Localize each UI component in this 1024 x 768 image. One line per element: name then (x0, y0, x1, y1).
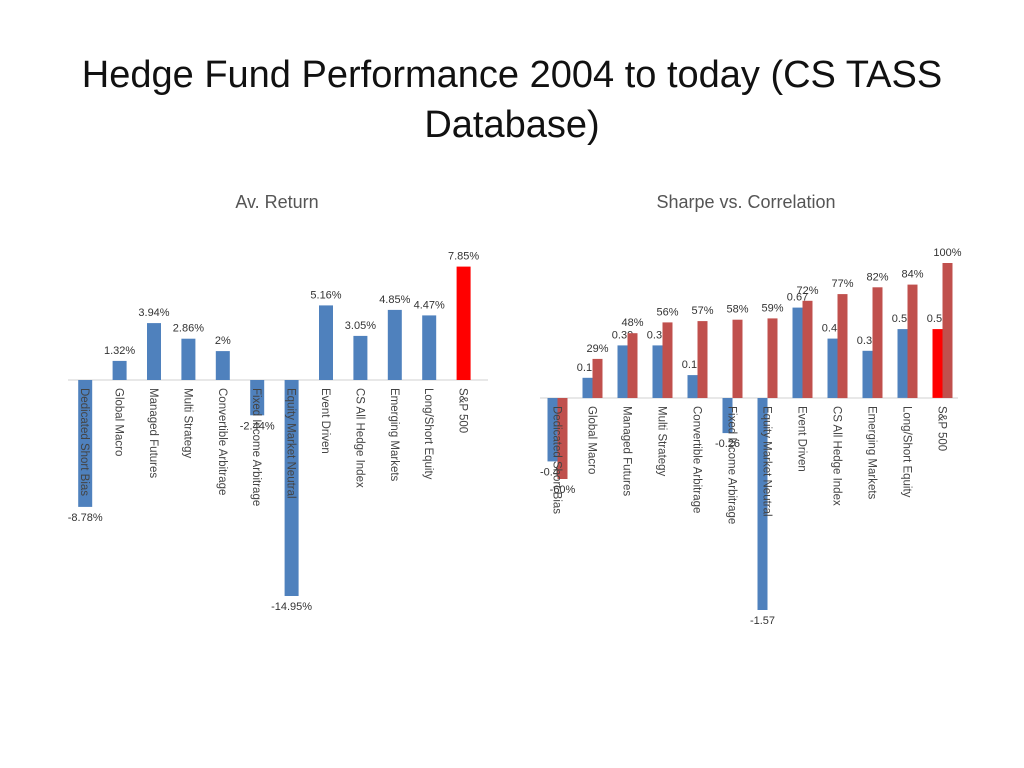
bar-fixed-income-arbitrage-s0 (722, 398, 733, 434)
category-label-s-p-500: S&P 500 (457, 388, 469, 433)
av-return-chart: -8.78% Dedicated Short Bias 1.32% Global Ma… (68, 251, 488, 613)
data-label-fixed-income-arbitrage-s1: 58% (726, 304, 748, 316)
category-label-multi-strategy: Multi Strategy (181, 388, 193, 459)
data-label-convertible-arbitrage-s0: 2% (215, 335, 231, 347)
bar-multi-strategy-s0 (652, 345, 663, 398)
data-label-equity-market-neutral-s0: -1.57 (750, 615, 775, 627)
category-label-event-driven: Event Driven (319, 388, 331, 454)
bar-fixed-income-arbitrage-s1 (732, 319, 743, 398)
data-label-dedicated-short-bias-s0: -8.78% (68, 512, 103, 524)
category-label-cs-all-hedge-index: CS All Hedge Index (831, 406, 843, 506)
data-label-s-p-500-s1: 100% (933, 247, 961, 259)
category-label-s-p-500: S&P 500 (936, 406, 948, 451)
category-label-fixed-income-arbitrage: Fixed Income Arbitrage (250, 388, 262, 506)
bar-dedicated-short-bias-s1 (557, 398, 568, 479)
data-label-dedicated-short-bias-s1: -60% (550, 484, 576, 496)
data-label-multi-strategy-s0: 2.86% (173, 323, 204, 335)
bar-s-p-500-s0 (456, 266, 471, 380)
bar-dedicated-short-bias-s0 (547, 398, 558, 462)
category-label-convertible-arbitrage: Convertible Arbitrage (216, 388, 228, 495)
category-label-emerging-markets: Emerging Markets (388, 388, 400, 482)
bar-convertible-arbitrage-s0 (687, 375, 698, 399)
data-label-equity-market-neutral-s1: 59% (761, 302, 783, 314)
bar-managed-futures-s0 (147, 323, 161, 380)
bar-emerging-markets-s1 (872, 287, 883, 398)
bar-long-short-equity-s1 (907, 284, 918, 398)
category-label-dedicated-short-bias: Dedicated Short Bias (551, 406, 563, 514)
bar-global-macro-s0 (582, 377, 593, 399)
data-label-long-short-equity-s1: 84% (901, 269, 923, 281)
bar-cs-all-hedge-index-s1 (837, 294, 848, 399)
bar-emerging-markets-s0 (862, 350, 873, 399)
category-label-equity-market-neutral: Equity Market Neutral (285, 388, 297, 499)
data-label-managed-futures-s1: 48% (621, 317, 643, 329)
data-label-emerging-markets-s1: 82% (866, 271, 888, 283)
data-label-global-macro-s1: 29% (586, 343, 608, 355)
bar-convertible-arbitrage-s1 (697, 321, 708, 398)
data-label-multi-strategy-s1: 56% (656, 306, 678, 318)
category-label-equity-market-neutral: Equity Market Neutral (761, 406, 773, 517)
data-label-event-driven-s0: 5.16% (310, 289, 341, 301)
bar-equity-market-neutral-s1 (767, 318, 778, 398)
category-label-managed-futures: Managed Futures (621, 406, 633, 496)
slide-title: Hedge Fund Performance 2004 to today (CS… (81, 54, 943, 146)
bar-s-p-500-s1 (942, 263, 953, 398)
category-label-global-macro: Global Macro (113, 388, 125, 456)
bar-multi-strategy-s0 (181, 338, 196, 380)
data-label-managed-futures-s0: 3.94% (138, 307, 169, 319)
category-label-cs-all-hedge-index: CS All Hedge Index (353, 388, 365, 488)
bar-cs-all-hedge-index-s0 (353, 335, 368, 380)
category-label-managed-futures: Managed Futures (147, 388, 159, 478)
bar-equity-market-neutral-s0 (284, 380, 299, 596)
category-label-emerging-markets: Emerging Markets (866, 406, 878, 500)
data-label-event-driven-s1: 72% (796, 285, 818, 297)
chart-title-av-return: Av. Return (235, 192, 319, 212)
bar-dedicated-short-bias-s0 (78, 380, 93, 507)
data-label-s-p-500-s0: 7.85% (448, 251, 479, 263)
data-label-convertible-arbitrage-s1: 57% (691, 305, 713, 317)
data-label-equity-market-neutral-s0: -14.95% (271, 601, 312, 613)
data-label-fixed-income-arbitrage-s0: -2.44% (240, 420, 275, 432)
category-label-multi-strategy: Multi Strategy (656, 406, 668, 477)
bar-global-macro-s0 (112, 360, 127, 380)
bar-equity-market-neutral-s0 (757, 398, 768, 610)
bar-long-short-equity-s0 (422, 315, 437, 380)
bar-s-p-500-s0 (932, 329, 943, 398)
category-label-fixed-income-arbitrage: Fixed Income Arbitrage (726, 406, 738, 524)
bar-fixed-income-arbitrage-s0 (250, 380, 265, 416)
bar-global-macro-s1 (592, 358, 603, 398)
category-label-dedicated-short-bias: Dedicated Short Bias (78, 388, 90, 496)
data-label-emerging-markets-s0: 4.85% (379, 294, 410, 306)
bar-multi-strategy-s1 (662, 322, 673, 398)
bar-convertible-arbitrage-s0 (215, 351, 230, 380)
bar-managed-futures-s0 (617, 345, 628, 398)
data-label-cs-all-hedge-index-s0: 3.05% (345, 320, 376, 332)
bar-event-driven-s0 (319, 305, 333, 380)
bar-emerging-markets-s0 (387, 309, 402, 380)
category-label-long-short-equity: Long/Short Equity (901, 406, 913, 498)
data-label-fixed-income-arbitrage-s0: -0.26 (715, 438, 740, 450)
bar-managed-futures-s1 (627, 333, 638, 398)
data-label-long-short-equity-s0: 4.47% (414, 299, 445, 311)
category-label-global-macro: Global Macro (586, 406, 598, 474)
bar-event-driven-s1 (802, 300, 813, 398)
data-label-event-driven-s0: 0.67 (787, 292, 808, 304)
data-label-global-macro-s0: 1.32% (104, 345, 135, 357)
bar-event-driven-s0 (792, 307, 803, 399)
bar-long-short-equity-s0 (897, 329, 908, 398)
category-label-event-driven: Event Driven (796, 406, 808, 472)
data-label-cs-all-hedge-index-s1: 77% (831, 278, 853, 290)
category-label-convertible-arbitrage: Convertible Arbitrage (691, 406, 703, 513)
sharpe-correlation-chart: -0.47-60%Dedicated Short Bias0.1529%Glob… (540, 247, 962, 627)
category-label-long-short-equity: Long/Short Equity (422, 388, 434, 480)
chart-title-sharpe-correlation: Sharpe vs. Correlation (656, 192, 836, 212)
bar-cs-all-hedge-index-s0 (827, 338, 838, 398)
